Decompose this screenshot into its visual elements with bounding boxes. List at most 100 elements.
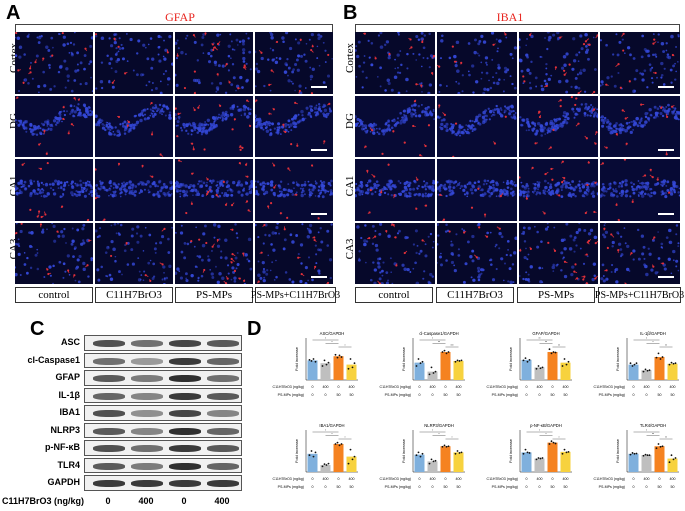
bar bbox=[453, 360, 464, 380]
chart-footer-value: 50 bbox=[658, 393, 662, 397]
group-label-b-combo: PS-MPs+C11H7BrO3 bbox=[595, 287, 684, 303]
gfap-image-ca1-4 bbox=[255, 159, 333, 221]
data-point bbox=[659, 445, 662, 448]
wb-band bbox=[131, 375, 163, 382]
chart-footer-label: PS-MPs (mg/kg) bbox=[492, 485, 518, 489]
chart-footer-value: 0 bbox=[312, 477, 314, 481]
data-point bbox=[334, 443, 337, 445]
chart-footer-value: 50 bbox=[564, 393, 568, 397]
wb-strip bbox=[84, 370, 242, 386]
wb-band bbox=[93, 392, 125, 400]
bar bbox=[667, 458, 678, 472]
chart-footer-label: C11H7BrO3 (ng/kg) bbox=[380, 385, 412, 389]
wb-label-tlr4: TLR4 bbox=[57, 459, 81, 470]
chart-footer-value: 0 bbox=[526, 485, 528, 489]
data-point bbox=[642, 370, 645, 373]
group-label-b-psmps: PS-MPs bbox=[517, 287, 595, 303]
chart-footer-value: 50 bbox=[337, 485, 341, 489]
data-point bbox=[323, 463, 326, 466]
group-label-a-control: control bbox=[15, 287, 93, 303]
wb-band bbox=[131, 357, 163, 365]
data-point bbox=[528, 452, 531, 454]
data-point bbox=[657, 352, 660, 355]
panel-letter-b: B bbox=[343, 2, 358, 24]
wb-band bbox=[131, 340, 163, 347]
data-point bbox=[661, 356, 664, 358]
gfap-image-cortex-1 bbox=[15, 32, 93, 94]
wb-strip bbox=[84, 335, 242, 351]
data-point bbox=[458, 452, 461, 454]
chart-footer-label: PS-MPs (mg/kg) bbox=[599, 485, 625, 489]
chart-footer-value: 0 bbox=[539, 393, 541, 397]
wb-label-il-1-: IL-1β bbox=[58, 389, 81, 400]
bar bbox=[453, 452, 464, 472]
panel-letter-d: D bbox=[247, 318, 262, 340]
chart-footer-value: 50 bbox=[457, 485, 461, 489]
chart-footer-label: C11H7BrO3 (ng/kg) bbox=[380, 477, 412, 481]
scale-bar bbox=[311, 85, 327, 88]
chart-ylabel: Fold increase bbox=[508, 438, 513, 463]
data-point bbox=[338, 354, 341, 357]
gfap-image-ca3-3 bbox=[175, 222, 253, 284]
data-point bbox=[554, 442, 557, 445]
scale-bar bbox=[658, 149, 674, 151]
chart-footer-value: 0 bbox=[526, 385, 528, 389]
chart-title: ASC/GAPDH bbox=[320, 331, 345, 336]
data-point bbox=[415, 365, 418, 367]
chart-footer-value: 400 bbox=[644, 477, 650, 481]
chart-footer-value: 400 bbox=[456, 385, 462, 389]
sig-label: * bbox=[545, 432, 546, 436]
sig-label: ** bbox=[665, 344, 667, 348]
wb-label-gapdh: GAPDH bbox=[47, 477, 80, 487]
iba1-image-ca1-4 bbox=[600, 159, 680, 221]
wb-band bbox=[93, 410, 125, 417]
chart-footer-value: 0 bbox=[432, 393, 434, 397]
chart-5: IBA1/GAPDH Fold increase * * * C11H7BrO3 (ng/… bbox=[273, 423, 358, 489]
group-label-b-control: control bbox=[355, 287, 433, 303]
gfap-image-dg-2 bbox=[95, 95, 173, 157]
chart-6: NLRP3/GAPDH Fold increase * * * C11H7BrO3 (ng… bbox=[380, 423, 465, 489]
wb-band bbox=[93, 427, 125, 435]
chart-footer-value: 50 bbox=[457, 393, 461, 397]
data-point bbox=[674, 457, 677, 459]
gfap-image-ca3-2 bbox=[95, 222, 173, 284]
chart-footer-value: 0 bbox=[659, 385, 661, 389]
chart-ylabel: Fold increase bbox=[294, 438, 299, 463]
wb-band bbox=[169, 445, 201, 452]
iba1-image-ca1-3 bbox=[518, 159, 599, 221]
bar bbox=[667, 363, 678, 380]
chart-1: ASC/GAPDH Fold increase * * * C11H7BrO3 (ng/k… bbox=[273, 331, 358, 397]
wb-label-asc: ASC bbox=[60, 337, 80, 347]
wb-band bbox=[207, 340, 239, 347]
chart-footer-value: 0 bbox=[633, 393, 635, 397]
chart-footer-value: 400 bbox=[537, 477, 543, 481]
data-point bbox=[458, 360, 461, 362]
data-point bbox=[441, 445, 444, 448]
data-point bbox=[539, 457, 542, 460]
bar bbox=[440, 446, 451, 472]
sig-label: * bbox=[652, 340, 653, 344]
chart-footer-value: 50 bbox=[350, 393, 354, 397]
chart-footer-value: 0 bbox=[338, 385, 340, 389]
data-point bbox=[443, 444, 446, 447]
bar bbox=[414, 454, 425, 472]
wb-band bbox=[131, 480, 163, 487]
data-point bbox=[460, 451, 463, 454]
chart-title: cl-Caspase1/GAPDH bbox=[419, 331, 458, 336]
data-point bbox=[432, 372, 435, 374]
chart-footer-value: 0 bbox=[312, 485, 314, 489]
wb-strip bbox=[84, 440, 242, 456]
chart-footer-value: 0 bbox=[325, 485, 327, 489]
data-point bbox=[430, 458, 433, 461]
bar bbox=[628, 453, 639, 472]
data-point bbox=[554, 351, 557, 354]
data-point bbox=[565, 363, 568, 366]
chart-footer-value: 50 bbox=[350, 485, 354, 489]
chart-footer-label: PS-MPs (mg/kg) bbox=[385, 393, 411, 397]
data-point bbox=[460, 359, 463, 362]
bar bbox=[320, 363, 331, 380]
chart-footer-value: 0 bbox=[445, 477, 447, 481]
data-point bbox=[646, 369, 649, 372]
chart-footer-value: 50 bbox=[444, 393, 448, 397]
chart-footer-label: C11H7BrO3 (ng/kg) bbox=[487, 385, 519, 389]
